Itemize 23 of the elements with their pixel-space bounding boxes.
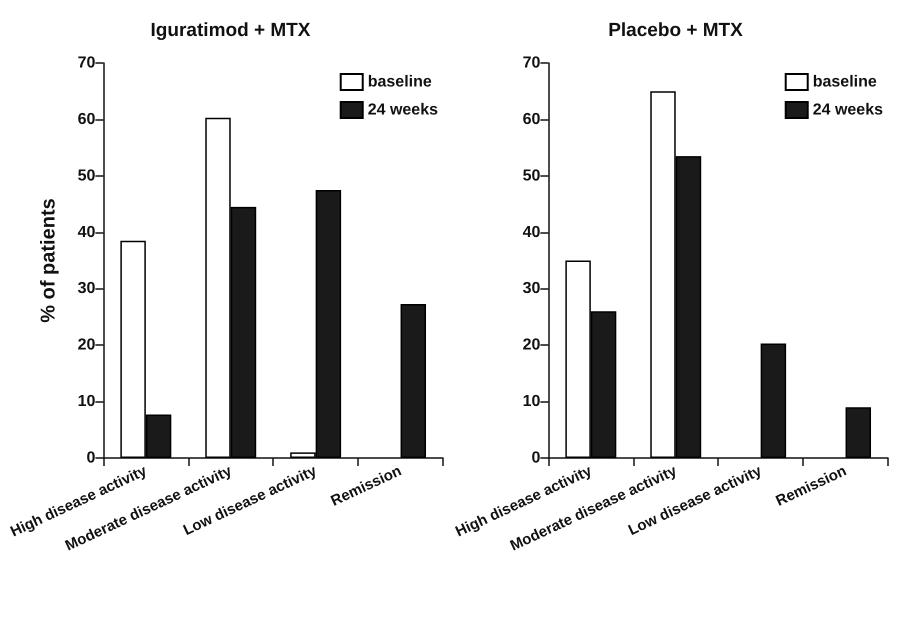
legend-label: baseline: [812, 74, 877, 90]
y-tick-label: 40: [78, 224, 96, 241]
y-tick-label: 70: [78, 54, 96, 72]
legend-label: 24 weeks: [812, 102, 884, 118]
y-tick-label: 50: [522, 167, 540, 184]
legend-label: baseline: [368, 74, 432, 90]
y-tick-label: 20: [78, 336, 96, 354]
y-tick-label: 60: [78, 110, 96, 128]
y-tick-label: 60: [522, 110, 540, 128]
y-tick-label: 30: [522, 280, 540, 298]
y-tick-label: 40: [522, 224, 540, 241]
legend-label: 24 weeks: [368, 102, 438, 118]
chart-title: Iguratimod + MTX: [150, 20, 311, 41]
y-tick-label: 0: [86, 450, 96, 466]
y-tick-label: 10: [522, 393, 540, 410]
y-tick-label: 70: [522, 54, 540, 72]
y-tick-label: 50: [78, 167, 96, 184]
y-axis-title: % of patients: [37, 198, 60, 323]
chart-title: Placebo + MTX: [608, 20, 744, 41]
y-tick-label: 20: [522, 336, 540, 354]
y-tick-label: 10: [78, 393, 96, 410]
y-tick-label: 30: [78, 280, 96, 298]
y-tick-label: 0: [531, 450, 540, 466]
